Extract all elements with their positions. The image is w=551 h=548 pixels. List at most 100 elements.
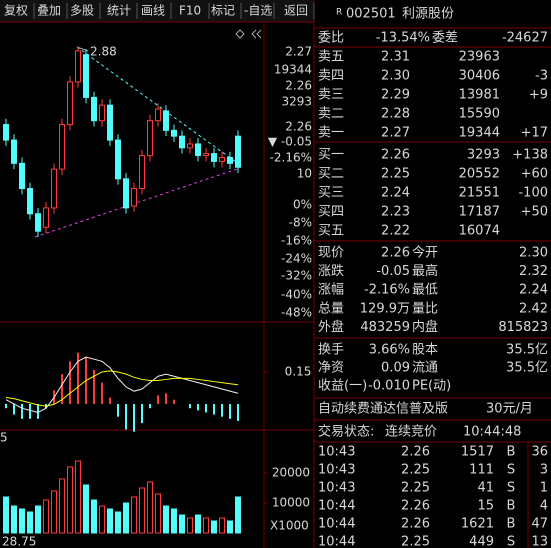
order-book-cell: 20552 — [459, 167, 500, 182]
toolbar-button: 复权 — [4, 4, 28, 18]
volume-bar — [211, 520, 217, 534]
candle-body — [195, 143, 201, 157]
summary-cell: 内盘 — [412, 319, 438, 335]
axis-label: 10 — [297, 167, 312, 181]
tick-cell: 111 — [469, 463, 494, 478]
order-book-cell: 2.28 — [381, 107, 410, 122]
stats-cell: 0.09 — [381, 361, 410, 376]
tick-cell: S — [507, 535, 515, 548]
volume-bar — [51, 490, 57, 534]
tick-cell: 47 — [531, 517, 548, 532]
toolbar-button: 多股 — [70, 4, 94, 18]
order-book-cell: 2.31 — [381, 50, 410, 65]
toolbar-button: 返回 — [284, 4, 308, 18]
quote-cell: 委比 — [318, 31, 344, 46]
volume-bar — [203, 517, 209, 534]
order-book-cell: +17 — [521, 126, 548, 141]
volume-bar — [155, 493, 161, 534]
order-book-cell: 卖三 — [318, 88, 344, 103]
summary-cell: 483259 — [360, 320, 410, 335]
tick-cell: 10:43 — [318, 481, 355, 496]
candle-body — [99, 104, 105, 122]
volume-bar — [107, 508, 113, 534]
volume-bar — [123, 502, 129, 534]
axis-label: 20000 — [272, 466, 310, 480]
banner-text[interactable]: 自动续费通达信普及版 — [318, 402, 448, 417]
summary-cell: 2.26 — [381, 246, 410, 261]
tick-cell: 36 — [531, 445, 548, 460]
stats-cell: 净资 — [318, 361, 344, 376]
tick-cell: 2.25 — [401, 481, 430, 496]
volume-bar — [131, 496, 137, 534]
candle-body — [27, 188, 33, 215]
high-annotation: 2.88 — [90, 45, 117, 59]
candle-body — [83, 54, 89, 98]
summary-cell: -0.05 — [376, 264, 410, 279]
status-cell: 交易状态: — [318, 424, 374, 440]
tick-cell: 2.25 — [401, 463, 430, 478]
volume-bar — [195, 514, 201, 534]
axis-label: -8% — [289, 216, 312, 230]
axis-label: 2.26 — [285, 79, 312, 93]
tick-cell: 2.25 — [401, 535, 430, 548]
tick-cell: 10:44 — [318, 535, 355, 548]
tick-cell: 13 — [531, 535, 548, 548]
tick-cell: B — [507, 517, 516, 532]
axis-label: 2.26 — [285, 120, 312, 134]
order-book-cell: 2.22 — [381, 224, 410, 239]
axis-label: 5 — [0, 431, 8, 445]
candle-body — [235, 135, 241, 168]
order-book-cell: 买二 — [318, 167, 344, 182]
volume-bar — [11, 505, 17, 534]
macd-line — [5, 356, 239, 414]
order-book-cell: +50 — [521, 205, 548, 220]
volume-bar — [27, 511, 33, 534]
axis-label: -24% — [281, 252, 312, 266]
macd-line — [5, 370, 239, 407]
summary-cell: 最高 — [412, 263, 438, 279]
banner-price[interactable]: 30元/月 — [486, 402, 533, 417]
icon-diamond[interactable] — [235, 29, 245, 39]
order-book-cell: 2.23 — [381, 205, 410, 220]
stats-cell: 股本 — [412, 343, 438, 358]
summary-cell: 总量 — [318, 301, 344, 316]
axis-label: -16% — [281, 234, 312, 248]
order-book-cell: 买三 — [318, 186, 344, 201]
stats-cell: 35.5亿 — [506, 343, 548, 358]
tick-cell: 1621 — [461, 517, 494, 532]
summary-cell: 815823 — [498, 320, 548, 335]
candle-body — [187, 143, 193, 149]
quote-cell: -24627 — [502, 31, 548, 46]
toolbar-button: 叠加 — [37, 4, 61, 18]
candle-body — [171, 129, 177, 137]
order-book-cell: 买一 — [318, 148, 344, 163]
candle-body — [43, 207, 49, 228]
order-book-cell: 2.24 — [381, 186, 410, 201]
order-book-cell: -3 — [535, 69, 548, 84]
order-book-cell: 15590 — [459, 107, 500, 122]
summary-cell: 2.30 — [519, 246, 548, 261]
order-book-cell: 买四 — [318, 205, 344, 220]
tick-cell: 2.26 — [401, 445, 430, 460]
volume-bar — [83, 484, 89, 534]
volume-bar — [75, 460, 81, 534]
icon-collapse[interactable] — [251, 29, 262, 39]
tick-cell: 3 — [540, 463, 548, 478]
axis-label: 19344 — [274, 63, 312, 77]
volume-bar — [179, 514, 185, 534]
order-book-cell: 16074 — [459, 224, 500, 239]
tick-cell: 1 — [540, 481, 548, 496]
axis-label: 3293 — [281, 95, 312, 109]
candle-body — [19, 162, 25, 190]
candle-body — [91, 96, 97, 122]
stats-cell: PE(动) — [412, 379, 451, 394]
volume-bar — [35, 505, 41, 534]
toolbar-button: F10 — [179, 4, 201, 18]
tick-cell: 41 — [477, 481, 494, 496]
volume-bar — [227, 520, 233, 534]
axis-label: ▼ -0.05 — [268, 135, 312, 149]
axis-label: 10000 — [272, 496, 310, 510]
order-book-cell: 卖二 — [318, 107, 344, 122]
candle-body — [139, 155, 145, 190]
order-book-cell: 2.25 — [381, 167, 410, 182]
